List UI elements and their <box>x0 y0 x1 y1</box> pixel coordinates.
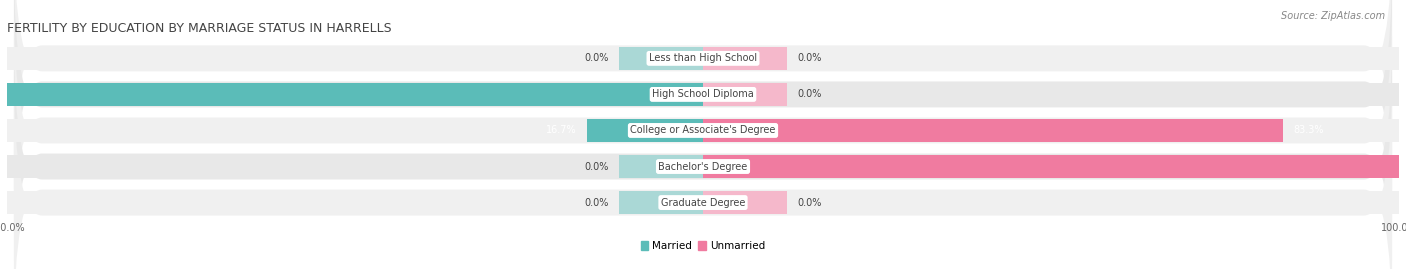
Bar <box>620 155 703 178</box>
Text: 0.0%: 0.0% <box>797 89 821 100</box>
Text: High School Diploma: High School Diploma <box>652 89 754 100</box>
Bar <box>703 155 1399 178</box>
Text: College or Associate's Degree: College or Associate's Degree <box>630 125 776 136</box>
Text: Source: ZipAtlas.com: Source: ZipAtlas.com <box>1281 11 1385 21</box>
Text: 0.0%: 0.0% <box>585 53 609 63</box>
Bar <box>703 47 786 70</box>
FancyBboxPatch shape <box>14 0 1392 226</box>
Bar <box>7 83 703 106</box>
Bar <box>703 83 1399 106</box>
Text: Bachelor's Degree: Bachelor's Degree <box>658 161 748 172</box>
FancyBboxPatch shape <box>14 0 1392 190</box>
Bar <box>7 47 703 70</box>
Text: 0.0%: 0.0% <box>585 197 609 208</box>
Text: Graduate Degree: Graduate Degree <box>661 197 745 208</box>
Bar <box>703 155 1399 178</box>
Bar <box>620 47 703 70</box>
Bar <box>586 119 703 142</box>
FancyBboxPatch shape <box>14 35 1392 269</box>
Bar <box>7 191 703 214</box>
Bar <box>703 191 786 214</box>
Bar <box>703 119 1399 142</box>
Bar <box>7 155 703 178</box>
Bar <box>620 83 703 106</box>
Bar <box>7 83 703 106</box>
Text: 0.0%: 0.0% <box>797 53 821 63</box>
Text: 83.3%: 83.3% <box>1294 125 1323 136</box>
Bar <box>620 119 703 142</box>
Bar <box>703 191 1399 214</box>
Bar <box>703 119 1282 142</box>
Bar <box>703 119 786 142</box>
Text: 16.7%: 16.7% <box>546 125 576 136</box>
Text: FERTILITY BY EDUCATION BY MARRIAGE STATUS IN HARRELLS: FERTILITY BY EDUCATION BY MARRIAGE STATU… <box>7 22 392 35</box>
Bar <box>703 83 786 106</box>
Bar <box>703 155 786 178</box>
Text: 0.0%: 0.0% <box>797 197 821 208</box>
Text: Less than High School: Less than High School <box>650 53 756 63</box>
FancyBboxPatch shape <box>14 71 1392 269</box>
Bar <box>703 47 1399 70</box>
Bar <box>620 191 703 214</box>
Legend: Married, Unmarried: Married, Unmarried <box>637 237 769 255</box>
Bar <box>7 119 703 142</box>
FancyBboxPatch shape <box>14 0 1392 262</box>
Text: 0.0%: 0.0% <box>585 161 609 172</box>
